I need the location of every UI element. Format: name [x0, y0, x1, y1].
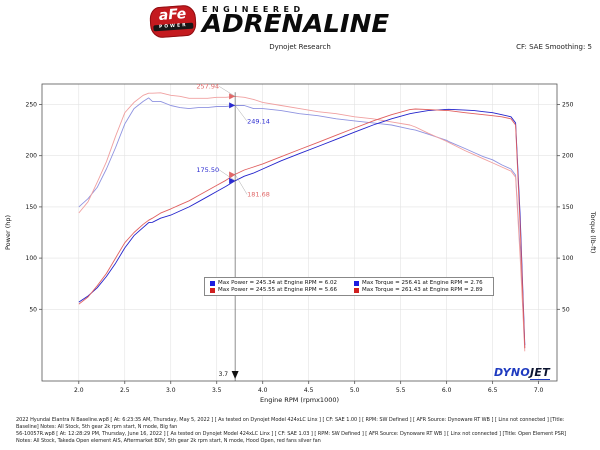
y-tick-label-right: 100 — [562, 255, 574, 262]
x-tick-label: 7.0 — [534, 387, 544, 394]
annotation-value: 181.68 — [247, 190, 270, 198]
chart-legend: Max Power = 245.34 at Engine RPM = 6.02 M… — [204, 277, 494, 296]
legend-text: Max Power = 245.34 at Engine RPM = 6.02 — [218, 280, 337, 286]
y-axis-title-left: Power (hp) — [4, 215, 12, 250]
annotation-leader — [218, 169, 236, 181]
cursor-arrow-icon — [231, 371, 239, 379]
legend-swatch-icon — [210, 280, 215, 286]
cursor-marker-icon — [229, 177, 236, 184]
legend-item: Max Power = 245.55 at Engine RPM = 5.66 — [210, 287, 344, 293]
cursor-marker-icon — [229, 102, 236, 109]
legend-text: Max Power = 245.55 at Engine RPM = 5.66 — [218, 287, 337, 293]
x-tick-label: 2.0 — [74, 387, 84, 394]
x-tick-label: 3.5 — [212, 387, 222, 394]
x-tick-label: 6.5 — [488, 387, 498, 394]
annotation-leader — [234, 174, 248, 195]
x-tick-label: 2.5 — [120, 387, 130, 394]
y-tick-label-left: 250 — [26, 101, 38, 108]
plot-border — [41, 83, 558, 382]
annotation-value: 257.94 — [196, 82, 219, 90]
y-tick-label-right: 250 — [562, 101, 574, 108]
footer-line: Baseline] Notes: All Stock, 5th gear 2k … — [16, 424, 178, 430]
x-tick-label: 3.0 — [166, 387, 176, 394]
x-tick-label: 4.5 — [304, 387, 314, 394]
footer-line: Notes: All Stock, Takeda Open element AI… — [16, 438, 321, 444]
dynojet-research-label: Dynojet Research — [269, 43, 331, 51]
legend-item: Max Torque = 261.43 at Engine RPM = 2.89 — [354, 287, 488, 293]
annotation-value: 175.50 — [196, 166, 219, 174]
legend-text: Max Torque = 256.41 at Engine RPM = 2.76 — [362, 280, 483, 286]
annotation-value: 249.14 — [247, 117, 270, 125]
dyno-chart: 2.0 2.5 3.0 3.5 4.0 4.5 5.0 5.5 6.0 6.5 7.0 50 50 100… — [4, 82, 597, 404]
y-tick-label-left: 100 — [26, 255, 38, 262]
y-tick-label-right: 50 — [562, 306, 570, 313]
legend-text: Max Torque = 261.43 at Engine RPM = 2.89 — [362, 287, 483, 293]
smoothing-label: CF: SAE Smoothing: 5 — [516, 43, 592, 51]
series-torque-baseline — [78, 97, 526, 349]
legend-item: Max Torque = 256.41 at Engine RPM = 2.76 — [354, 280, 488, 286]
y-tick-label-right: 150 — [562, 204, 574, 211]
y-tick-label-left: 150 — [26, 204, 38, 211]
afe-power-logo: aFe POWER — [148, 4, 198, 39]
cursor-marker-icon — [229, 93, 236, 100]
x-tick-label: 5.0 — [350, 387, 360, 394]
y-tick-label-right: 200 — [562, 153, 574, 160]
dynojet-logo: DYNOJET — [494, 366, 551, 380]
brand-engineered-text: ENGINEERED — [202, 5, 305, 14]
brand-logo: ENGINEERED ADRENALINE — [202, 5, 389, 37]
annotation-leader — [234, 105, 248, 122]
x-tick-label: 6.0 — [442, 387, 452, 394]
x-tick-label: 5.5 — [396, 387, 406, 394]
afe-logo-subtext: POWER — [153, 22, 194, 32]
y-axis-title-right: Torque (lb-ft) — [589, 211, 597, 254]
footer-runs-info: 2022 Hyundai Elantra N Baseline.wp8 [ At… — [16, 417, 598, 445]
x-axis-title: Engine RPM (rpmx1000) — [260, 396, 339, 404]
series-torque-open-element — [78, 92, 526, 352]
series-power-baseline — [78, 108, 526, 346]
cursor-rpm-label: 3.7 — [219, 371, 229, 378]
footer-line: 2022 Hyundai Elantra N Baseline.wp8 [ At… — [16, 417, 565, 423]
y-tick-label-left: 50 — [29, 306, 37, 313]
legend-item: Max Power = 245.34 at Engine RPM = 6.02 — [210, 280, 344, 286]
cursor-marker-icon — [229, 171, 236, 178]
legend-swatch-icon — [354, 280, 359, 286]
annotation-leader — [218, 86, 236, 97]
legend-swatch-icon — [210, 287, 215, 293]
x-tick-label: 4.0 — [258, 387, 268, 394]
footer-line: 56-10057R.wp8 [ At: 12:28:29 PM, Thursda… — [16, 431, 567, 437]
dynojet-logo-part2: JET — [530, 366, 551, 380]
series-power-open-element — [78, 108, 526, 349]
brand-adrenaline-text: ADRENALINE — [202, 10, 390, 39]
y-tick-label-left: 200 — [26, 153, 38, 160]
legend-swatch-icon — [354, 287, 359, 293]
dynojet-logo-part1: DYNO — [494, 366, 530, 379]
